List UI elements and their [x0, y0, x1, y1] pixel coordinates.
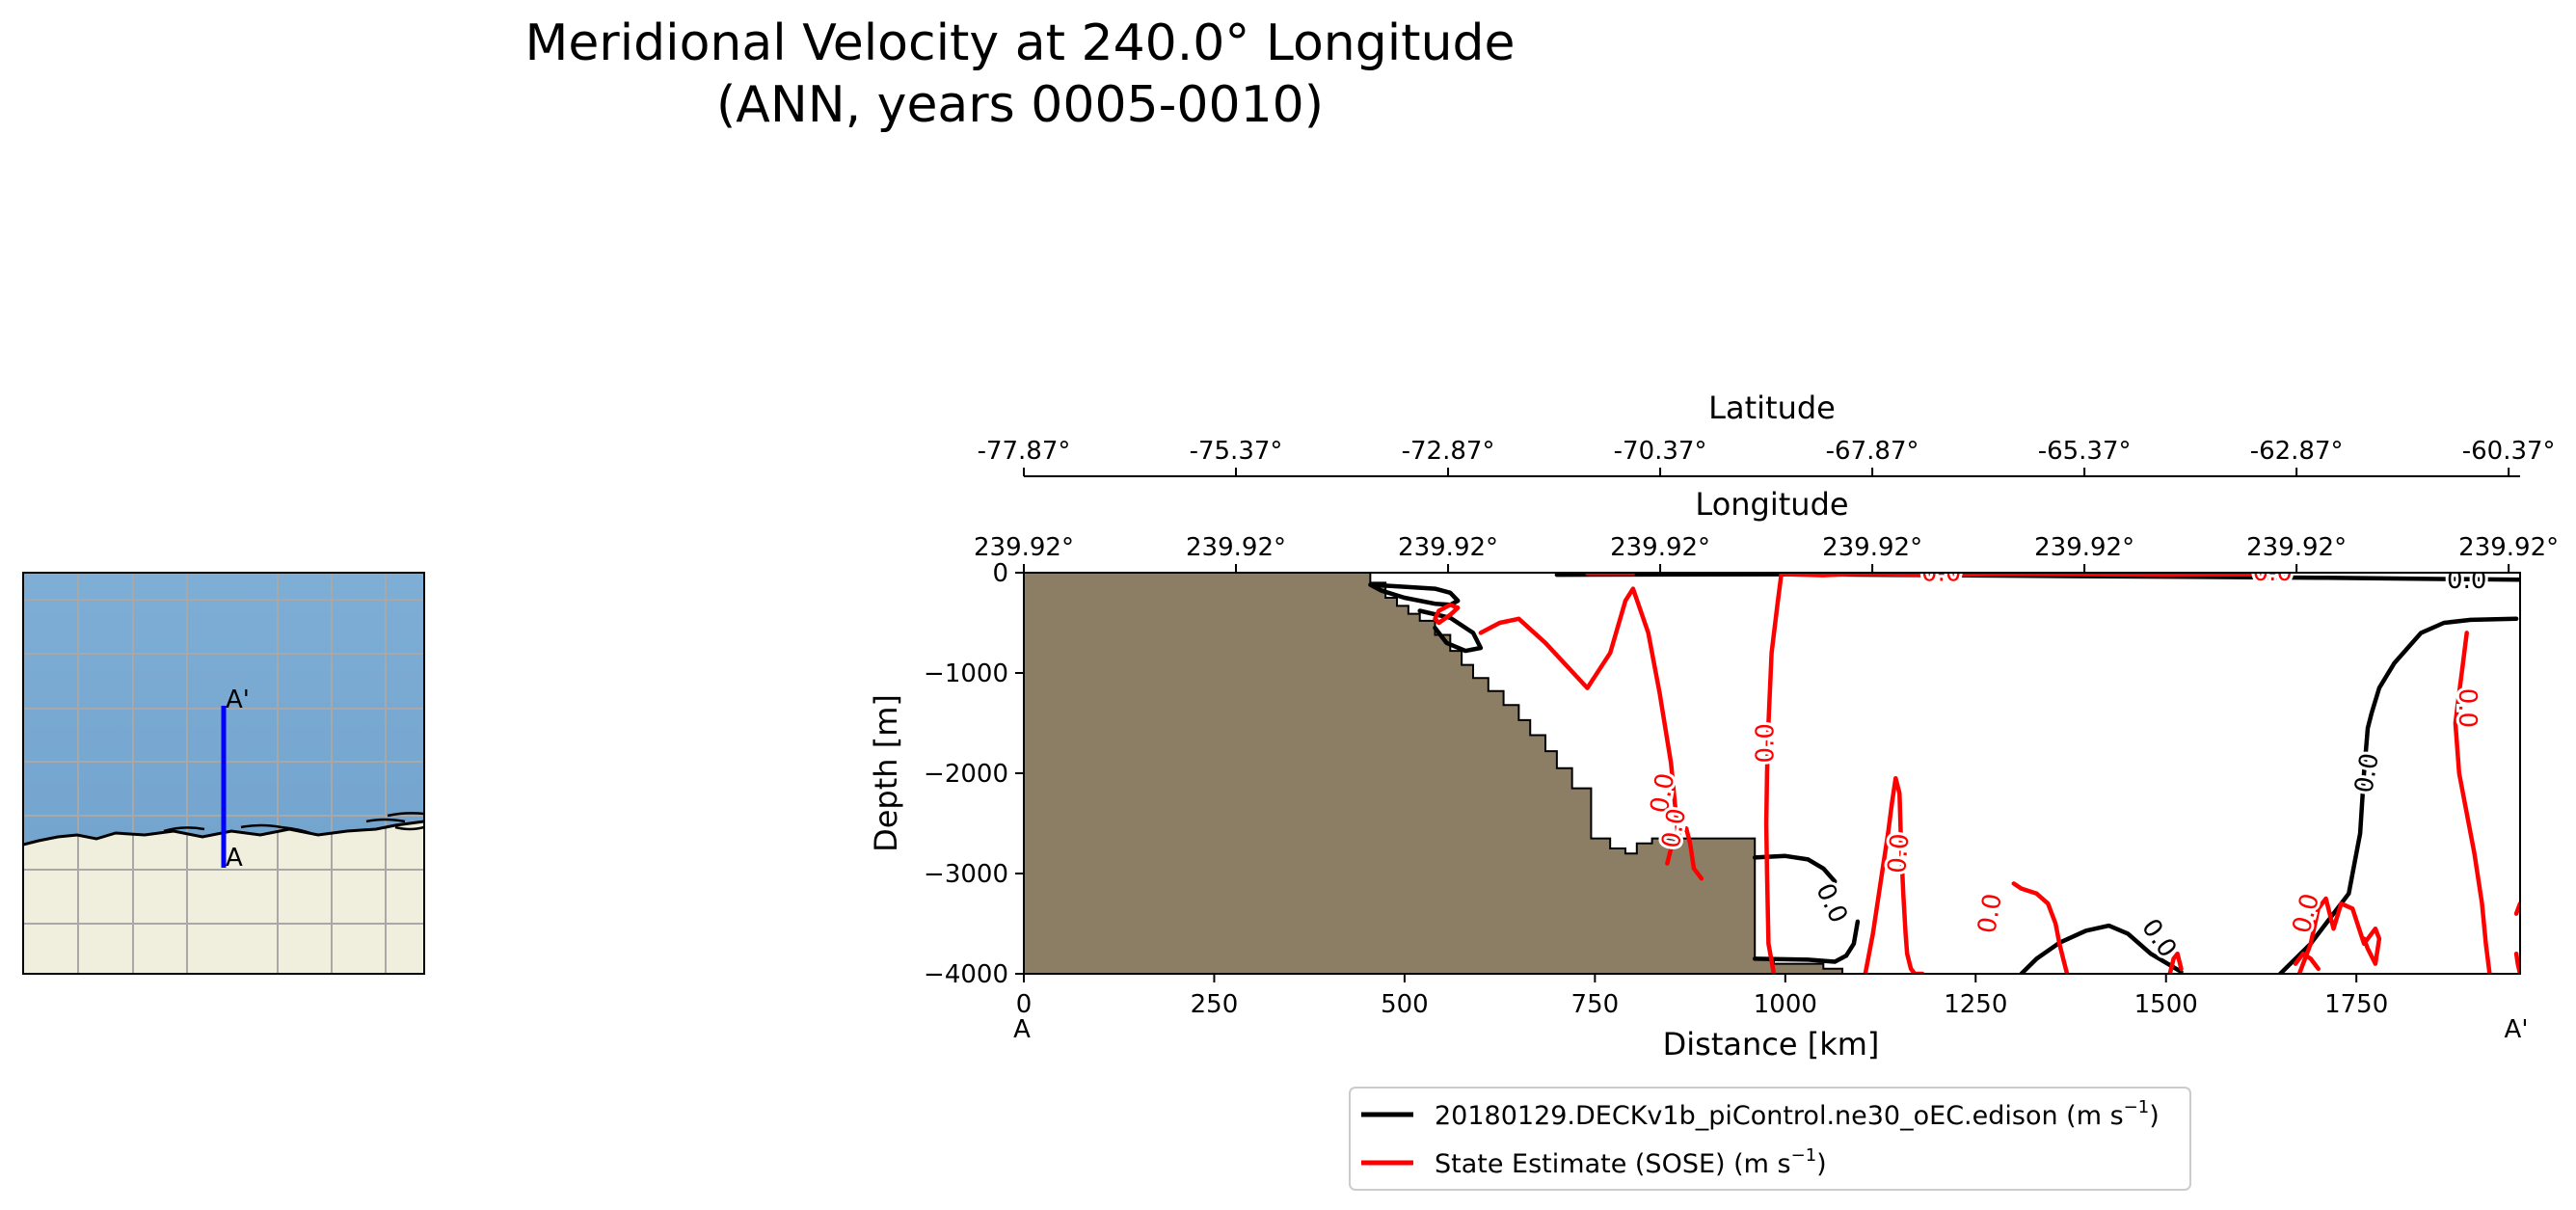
contour-label-obs-1: 0.0 — [1752, 723, 1781, 763]
longitude-tick-label: 239.92° — [1610, 533, 1710, 562]
latitude-tick-label: -75.37° — [1190, 437, 1283, 466]
contour-line-model-2 — [1417, 608, 1484, 654]
figure-title-line1: Meridional Velocity at 240.0° Longitude — [524, 14, 1515, 72]
longitude-tick-label: 239.92° — [974, 533, 1074, 562]
contour-line-obs-9 — [2296, 896, 2382, 974]
legend-label-obs-main: State Estimate (SOSE) (m s — [1435, 1149, 1791, 1179]
figure-title-line2: (ANN, years 0005-0010) — [716, 76, 1324, 134]
contour-line-obs-0 — [1433, 603, 1461, 626]
longitude-tick-label: 239.92° — [2458, 533, 2559, 562]
contour-label-model-2: 0.0 — [2447, 566, 2486, 595]
latitude-tick-label: -62.87° — [2250, 437, 2344, 466]
latitude-tick-label: -65.37° — [2038, 437, 2132, 466]
secondary-axes: 239.92° 239.92° 239.92° 239.92° 239.92° 239.9… — [974, 390, 2559, 573]
contour-line-model-1 — [1368, 582, 1461, 607]
x-end-label-end: A' — [2505, 1015, 2529, 1044]
legend-label-model-main: 20180129.DECKv1b_piControl.ne30_oEC.edis… — [1435, 1101, 2124, 1131]
section-plot: 0.00.00.00.00.00.00.00.00.0 0.00.00.0 0.0 … — [868, 390, 2559, 1062]
contour-label-obs-8: 0.0 — [2253, 558, 2293, 587]
latitude-tick-label: -70.37° — [1614, 437, 1707, 466]
inset-frame — [22, 572, 425, 975]
legend-label-model-end: ) — [2149, 1101, 2160, 1131]
x-axis-label: Distance [km] — [1663, 1026, 1880, 1062]
latitude-tick-label: -77.87° — [978, 437, 1071, 466]
y-tick-label: 0 — [992, 559, 1008, 588]
x-axis: 0 250 500 750 1000 1250 1500 1750 — [1016, 974, 2388, 1019]
inset-land — [23, 821, 424, 974]
contour-line-obs-4 — [1763, 573, 1784, 974]
y-axis-label: Depth [m] — [868, 694, 904, 852]
contour-line-obs-3 — [1665, 825, 1704, 881]
longitude-tick-label: 239.92° — [1186, 533, 1286, 562]
latitude-axis-label: Latitude — [1708, 390, 1836, 426]
contour-line-obs-6 — [1863, 775, 1925, 974]
longitude-tick-label: 239.92° — [1822, 533, 1922, 562]
contour-line-model-3 — [1752, 853, 1838, 884]
legend: 20180129.DECKv1b_piControl.ne30_oEC.edis… — [1349, 1087, 2191, 1191]
latitude-tick-label: -60.37° — [2462, 437, 2556, 466]
contour-line-obs-7 — [2011, 881, 2070, 974]
y-tick-label: −4000 — [924, 960, 1008, 989]
inset-coastline — [23, 820, 424, 847]
legend-label-obs-sup: −1 — [1791, 1145, 1817, 1166]
x-tick-label: 0 — [1016, 990, 1033, 1019]
x-tick-label: 1000 — [1754, 990, 1817, 1019]
x-tick-label: 750 — [1571, 990, 1620, 1019]
legend-label-model-sup: −1 — [2124, 1097, 2150, 1117]
inset-ice-islands — [163, 812, 424, 835]
contour-label-obs-7: 0.0 — [1921, 559, 1961, 588]
y-axis: 0 −1000 −2000 −3000 −4000 — [924, 559, 1024, 989]
latitude-tick-label: -67.87° — [1826, 437, 1919, 466]
latitude-tick-label: -72.87° — [1402, 437, 1495, 466]
contour-label-obs-3: 0.0 — [1883, 832, 1915, 874]
longitude-tick-label: 239.92° — [2034, 533, 2134, 562]
contour-line-obs-5 — [1783, 573, 2283, 578]
legend-label-model: 20180129.DECKv1b_piControl.ne30_oEC.edis… — [1435, 1097, 2160, 1131]
contour-line-model-6 — [2277, 616, 2519, 974]
legend-label-obs-end: ) — [1816, 1149, 1827, 1179]
y-tick-label: −2000 — [924, 760, 1008, 789]
contour-line-obs-11 — [2453, 631, 2492, 974]
legend-label-obs: State Estimate (SOSE) (m s−1) — [1435, 1145, 1827, 1179]
x-end-label-start: A — [1013, 1015, 1031, 1044]
contour-line-obs-1 — [1478, 586, 1681, 847]
inset-label-start: A — [226, 844, 243, 873]
longitude-tick-label: 239.92° — [1398, 533, 1498, 562]
inset-map: A' A — [22, 572, 425, 975]
x-tick-label: 1250 — [1944, 990, 2007, 1019]
longitude-axis-label: Longitude — [1695, 486, 1848, 523]
x-tick-label: 500 — [1381, 990, 1429, 1019]
contour-label-obs-6: 0.0 — [2453, 688, 2482, 728]
x-tick-label: 250 — [1191, 990, 1239, 1019]
contour-line-obs-10 — [2293, 951, 2321, 972]
x-tick-label: 1500 — [2134, 990, 2198, 1019]
inset-label-end: A' — [226, 686, 250, 714]
x-tick-label: 1750 — [2324, 990, 2388, 1019]
legend-frame — [1349, 1087, 2191, 1191]
y-tick-label: −3000 — [924, 860, 1008, 889]
contour-line-model-5 — [2019, 923, 2184, 974]
longitude-tick-label: 239.92° — [2246, 533, 2347, 562]
inset-gridlines — [23, 573, 424, 974]
contour-line-model-4 — [1752, 919, 1861, 964]
y-tick-label: −1000 — [924, 659, 1008, 688]
contour-line-obs-8 — [2167, 951, 2184, 974]
